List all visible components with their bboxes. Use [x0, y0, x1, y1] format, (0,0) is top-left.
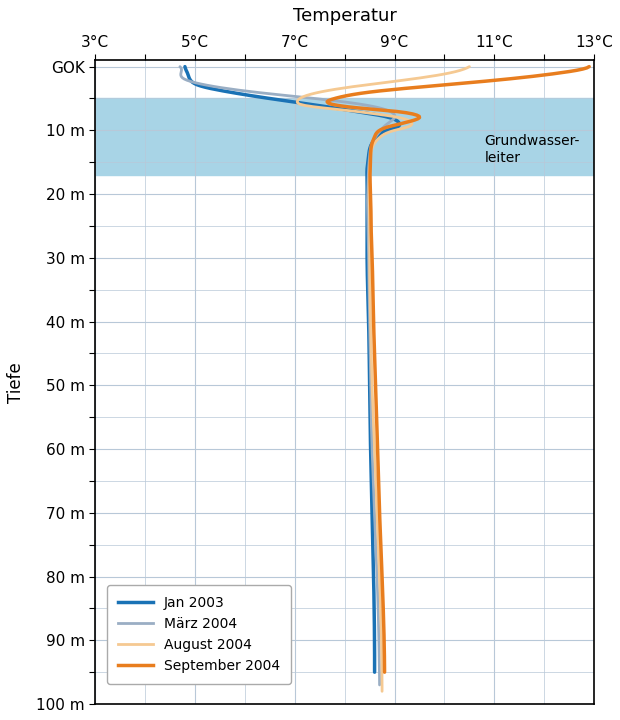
September 2004 — [371, 354, 378, 362]
Jan 2003 — [365, 350, 373, 359]
Bar — [95, 99, 594, 175]
Line: August 2004: August 2004 — [297, 67, 469, 691]
März 2004 — [367, 397, 374, 405]
August 2004 — [369, 400, 376, 409]
März 2004 — [376, 680, 383, 689]
September 2004 — [381, 653, 388, 662]
März 2004 — [176, 63, 184, 71]
August 2004 — [378, 672, 386, 680]
August 2004 — [368, 359, 375, 368]
März 2004 — [366, 360, 374, 369]
März 2004 — [376, 666, 383, 675]
März 2004 — [366, 356, 374, 364]
September 2004 — [371, 350, 378, 359]
September 2004 — [372, 390, 379, 399]
August 2004 — [466, 63, 473, 71]
Jan 2003 — [371, 668, 378, 677]
Legend: Jan 2003, März 2004, August 2004, September 2004: Jan 2003, März 2004, August 2004, Septem… — [107, 585, 291, 684]
Line: Jan 2003: Jan 2003 — [185, 67, 399, 672]
Jan 2003 — [370, 559, 377, 567]
Jan 2003 — [366, 354, 373, 362]
August 2004 — [376, 575, 383, 583]
März 2004 — [368, 431, 375, 439]
Jan 2003 — [366, 423, 374, 431]
September 2004 — [378, 559, 385, 567]
März 2004 — [373, 569, 381, 577]
September 2004 — [373, 423, 381, 431]
Jan 2003 — [181, 63, 188, 71]
Line: März 2004: März 2004 — [180, 67, 395, 685]
September 2004 — [585, 63, 593, 71]
August 2004 — [370, 434, 378, 443]
Text: Grundwasser-
leiter: Grundwasser- leiter — [484, 135, 580, 165]
August 2004 — [368, 363, 375, 372]
Jan 2003 — [366, 390, 373, 399]
September 2004 — [381, 668, 388, 677]
Y-axis label: Tiefe: Tiefe — [7, 361, 25, 402]
Line: September 2004: September 2004 — [327, 67, 589, 672]
Jan 2003 — [371, 653, 378, 662]
August 2004 — [378, 687, 386, 696]
Title: Temperatur: Temperatur — [293, 7, 397, 25]
